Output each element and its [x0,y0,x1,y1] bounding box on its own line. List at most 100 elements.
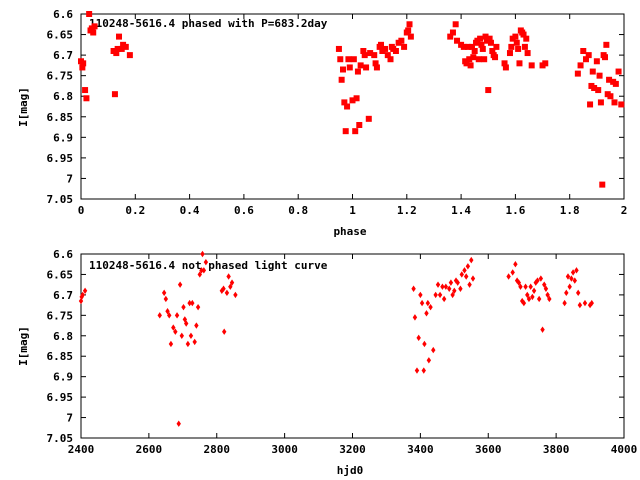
phased-data-point [447,33,454,40]
phased-data-point [357,62,364,69]
unphased-data-point [455,279,460,286]
unphased-data-point [425,299,431,307]
unphased-y-tick-label: 6.6 [53,248,73,261]
phased-data-point [350,56,357,63]
unphased-data-point [526,295,532,303]
phased-data-point [384,52,391,59]
unphased-data-point [421,367,426,374]
unphased-data-point [226,273,231,280]
unphased-data-point [171,324,176,331]
phased-data-point [611,99,618,106]
unphased-y-tick-label: 7 [66,412,73,425]
phased-data-point [466,56,473,63]
unphased-data-point [459,271,464,278]
phased-data-point [577,62,584,69]
phased-chart-title: 110248-5616.4 phased with P=683.2day [89,17,328,30]
phased-data-point [356,122,363,128]
phased-x-axis-label: phase [333,225,366,238]
phased-x-tick-label: 2 [621,204,628,217]
unphased-data-point [575,289,581,297]
phased-data-point [367,50,374,57]
unphased-x-tick-label: 2400 [68,443,95,456]
unphased-data-point [540,326,545,333]
unphased-x-ticks: 2400 2600 2800 3000 3200 3400 3600 3800 4000 [68,254,637,456]
unphased-data-point [185,340,191,348]
phased-data-point [523,35,530,42]
phased-data-point [373,64,380,71]
phased-data-point [528,62,535,69]
phased-y-ticks: 6.6 6.65 6.7 6.75 6.8 6.85 6.9 6.95 7 7.05 [47,8,624,206]
phased-data-point [80,60,87,67]
unphased-data-point [569,275,574,282]
phased-data-point [601,54,608,61]
phased-data-point [589,68,596,75]
unphased-data-point [197,271,202,278]
phased-data-point [345,56,352,63]
unphased-data-point [435,281,441,288]
unphased-data-point [80,291,85,299]
unphased-data-point [419,299,425,307]
unphased-data-point [470,275,476,282]
phased-data-point [454,37,461,44]
phased-data-point [502,64,509,71]
unphased-data-point [510,269,515,276]
phased-y-tick-label: 6.7 [53,49,73,62]
unphased-x-tick-label: 3400 [407,443,434,456]
phased-data-point [392,48,399,54]
unphased-y-tick-label: 6.8 [53,330,73,343]
phased-y-axis-label: I[mag] [17,87,30,127]
phased-data-point [118,45,125,52]
phased-data-point [346,64,353,71]
unphased-data-point [533,279,538,286]
phased-data-point [111,91,118,98]
unphased-data-point [179,332,184,339]
unphased-data-point [157,312,162,319]
phased-data-point [361,52,368,59]
unphased-data-point [229,279,235,286]
unphased-data-point [440,283,445,290]
unphased-data-point [572,277,577,284]
unphased-data-point [577,301,583,309]
phased-data-point [449,29,456,36]
phased-data-point [372,60,379,67]
phased-x-tick-label: 0.6 [234,204,254,217]
phased-data-point [515,45,522,52]
phased-data-point [501,60,508,67]
unphased-data-point [161,289,167,297]
unphased-data-point [412,314,418,321]
unphased-data-point [416,334,421,342]
phased-data-point [585,52,592,59]
phased-data-point [587,101,594,108]
phased-data-point [335,45,342,52]
unphased-data-points [78,250,594,427]
unphased-data-point [222,328,227,335]
unphased-data-point [447,285,452,292]
unphased-data-point [562,299,567,307]
unphased-data-point [535,277,540,284]
unphased-data-point [462,267,467,274]
phased-y-tick-label: 6.85 [47,111,74,124]
unphased-data-point [589,299,594,307]
phased-y-tick-label: 6.75 [47,70,74,83]
phased-y-tick-label: 6.9 [53,131,73,144]
unphased-data-point [414,367,420,374]
unphased-data-point [513,261,518,268]
phased-data-point [485,87,492,94]
phased-y-tick-label: 6.8 [53,90,73,103]
unphased-data-point [167,312,172,319]
phased-data-point [467,62,474,69]
phased-data-point [475,56,482,63]
unphased-data-point [195,303,201,311]
phased-data-point [471,48,478,54]
unphased-data-point [521,299,527,307]
unphased-data-point [567,283,572,290]
unphased-data-point [426,357,432,364]
phased-data-point [482,33,489,40]
unphased-data-point [525,291,530,299]
phased-data-point [468,43,475,50]
phased-data-point [342,128,349,135]
phased-x-tick-label: 1 [349,204,356,217]
phased-data-point [542,60,549,67]
unphased-data-point [465,263,471,270]
unphased-data-point [514,277,520,284]
